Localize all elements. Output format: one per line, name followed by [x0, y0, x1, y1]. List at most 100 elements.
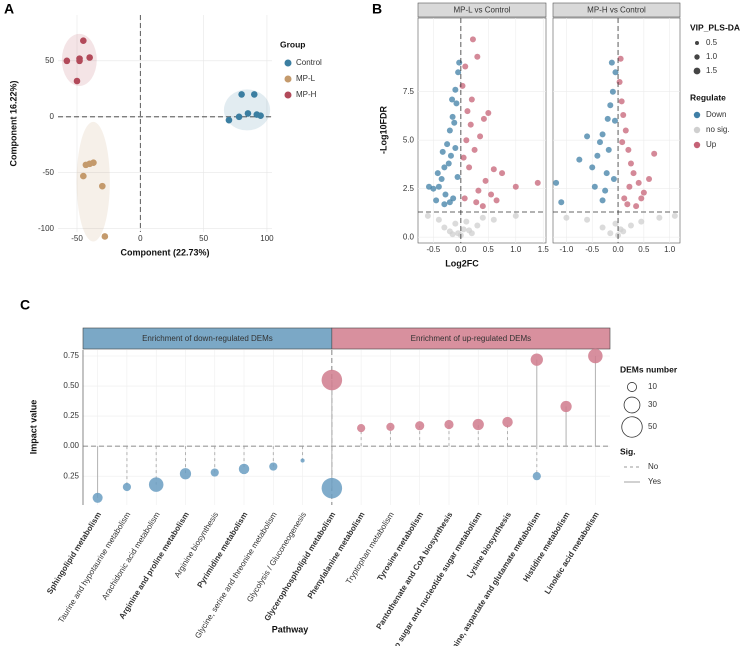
- point: [671, 212, 678, 219]
- legend-label: MP-H: [296, 90, 317, 99]
- x-axis-label: Pathway: [272, 624, 309, 634]
- point: [622, 127, 629, 134]
- y-tick-label: 0.00: [63, 441, 79, 450]
- point: [490, 166, 497, 173]
- plot-area: [552, 17, 681, 244]
- point: [63, 57, 71, 65]
- legend-label: 0.5: [706, 38, 718, 47]
- legend-title: VIP_PLS-DA: [690, 22, 740, 32]
- point: [459, 82, 466, 89]
- legend-marker: [693, 126, 701, 134]
- bubble: [415, 421, 425, 431]
- point: [449, 113, 456, 120]
- point: [599, 224, 606, 231]
- bubble: [122, 482, 132, 492]
- point: [607, 102, 614, 109]
- legend-label: Up: [706, 140, 717, 149]
- legend-label: No: [648, 462, 659, 471]
- legend-marker: [284, 59, 292, 67]
- legend-marker: [693, 111, 701, 119]
- point: [460, 154, 467, 161]
- x-tick-label: Linoleic acid metabolism: [543, 510, 601, 595]
- point: [627, 160, 634, 167]
- strip-label: Enrichment of up-regulated DEMs: [411, 334, 532, 343]
- point: [452, 144, 459, 151]
- y-tick-label: 5.0: [403, 135, 415, 144]
- point: [466, 164, 473, 171]
- point: [490, 216, 497, 223]
- x-tick-label: -0.5: [426, 245, 440, 254]
- point: [449, 231, 456, 238]
- point: [433, 197, 440, 204]
- point: [558, 199, 565, 206]
- point: [73, 77, 81, 85]
- legend-size: [627, 382, 637, 392]
- bubble: [357, 423, 366, 433]
- point: [563, 214, 570, 221]
- point: [499, 170, 506, 177]
- point: [627, 222, 634, 229]
- point: [460, 226, 467, 233]
- point: [603, 170, 610, 177]
- x-tick-label: 1.5: [538, 245, 550, 254]
- y-tick-label: 7.5: [403, 87, 415, 96]
- point: [512, 212, 519, 219]
- point: [482, 177, 489, 184]
- point: [617, 55, 624, 62]
- panel-label: A: [4, 1, 14, 17]
- y-axis-label: Component 16.22%): [8, 80, 18, 166]
- bubble: [386, 422, 395, 432]
- point: [238, 91, 245, 98]
- point: [612, 69, 619, 76]
- point: [235, 113, 243, 121]
- panel-label: B: [372, 1, 382, 17]
- point: [534, 179, 541, 186]
- point: [76, 57, 83, 65]
- point: [576, 156, 583, 163]
- legend-label: Yes: [648, 477, 661, 486]
- point: [611, 117, 618, 124]
- strip-label: MP-H vs Control: [587, 6, 646, 15]
- y-tick-label: 0.25: [63, 471, 79, 480]
- point: [441, 164, 448, 171]
- point: [244, 110, 252, 117]
- point: [439, 148, 446, 155]
- bubble: [321, 369, 343, 391]
- point: [441, 201, 448, 208]
- y-tick-label: 0.75: [63, 351, 79, 360]
- point: [453, 100, 460, 107]
- point: [471, 146, 478, 153]
- point: [619, 139, 626, 146]
- panel-label: C: [20, 297, 30, 313]
- point: [454, 174, 461, 181]
- legend-label: Control: [296, 58, 322, 67]
- point: [591, 183, 598, 190]
- point: [584, 133, 591, 140]
- point: [257, 112, 264, 119]
- strip-label: Enrichment of down-regulated DEMs: [142, 334, 273, 343]
- point: [424, 212, 431, 219]
- bubble: [238, 463, 250, 475]
- point: [469, 36, 476, 43]
- point: [477, 133, 484, 140]
- point: [512, 183, 519, 190]
- x-tick-label: Phenylalanine metabolism: [306, 510, 367, 600]
- point: [461, 195, 468, 202]
- point: [479, 214, 486, 221]
- point: [607, 230, 614, 237]
- x-tick-label: Pyrimidine metabolism: [195, 510, 249, 589]
- point: [474, 53, 481, 60]
- legend-marker: [693, 141, 701, 149]
- bubble: [179, 468, 192, 480]
- point: [618, 98, 625, 105]
- point: [608, 59, 615, 66]
- point: [612, 220, 619, 227]
- point: [467, 121, 474, 128]
- point: [463, 218, 470, 225]
- point: [438, 175, 445, 182]
- legend-title: Group: [280, 39, 306, 49]
- point: [638, 195, 645, 202]
- point: [479, 203, 486, 210]
- x-tick-label: 100: [260, 234, 274, 243]
